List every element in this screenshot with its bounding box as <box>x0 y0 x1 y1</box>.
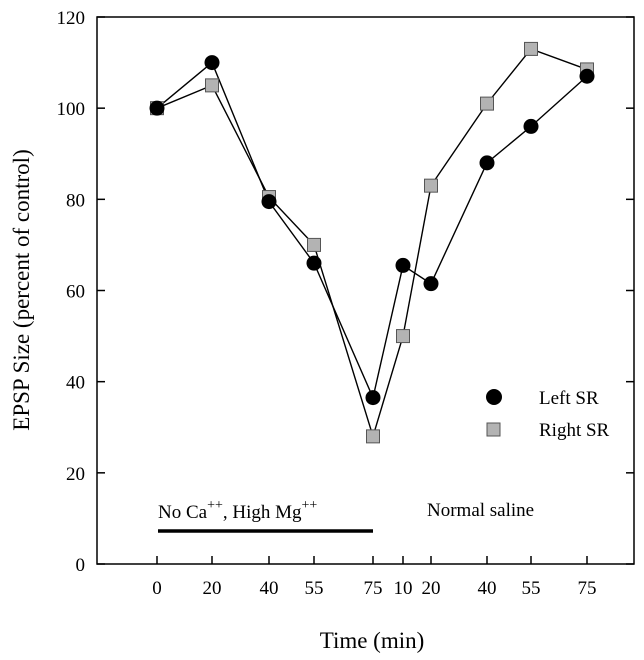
data-point-right-sr <box>366 429 380 444</box>
data-point-right-sr <box>205 78 219 93</box>
series-markers <box>149 41 595 444</box>
x-tick-label: 20 <box>422 578 441 599</box>
data-point-left-sr <box>204 55 220 71</box>
x-tick-label: 0 <box>152 578 162 599</box>
x-tick-label: 20 <box>203 578 222 599</box>
labels: Time (min) EPSP Size (percent of control… <box>9 149 610 653</box>
x-tick-label: 10 <box>394 578 413 599</box>
x-tick-label: 40 <box>260 578 279 599</box>
y-tick-label: 40 <box>66 373 85 394</box>
x-tick-label: 55 <box>305 578 324 599</box>
legend-label-right-sr: Right SR <box>539 420 610 441</box>
data-point-right-sr <box>524 41 538 56</box>
data-point-right-sr <box>307 237 321 252</box>
x-axis-title: Time (min) <box>320 628 425 653</box>
data-point-right-sr <box>480 96 494 111</box>
y-tick-label: 120 <box>57 8 86 29</box>
series-line-right-sr <box>156 48 588 439</box>
y-tick-label: 80 <box>66 190 85 211</box>
data-point-left-sr <box>579 68 595 84</box>
data-point-left-sr <box>395 257 411 273</box>
treatment-annotation: No Ca++, High Mg++ <box>158 498 317 523</box>
data-point-left-sr <box>149 100 165 116</box>
axes: 0 20 40 60 80 100 120 0 20 40 55 75 10 20 40 55 75 <box>57 8 635 599</box>
x-tick-label: 75 <box>578 578 597 599</box>
y-tick-label: 100 <box>57 99 86 120</box>
y-tick-label: 20 <box>66 464 85 485</box>
data-point-left-sr <box>306 255 322 271</box>
data-point-right-sr <box>424 178 438 193</box>
data-point-right-sr <box>396 329 410 344</box>
legend-marker-right-sr <box>486 422 501 437</box>
data-point-left-sr <box>479 155 495 171</box>
legend-label-left-sr: Left SR <box>539 388 599 409</box>
data-point-left-sr <box>523 118 539 134</box>
series-line-left-sr <box>156 61 588 400</box>
x-tick-label: 55 <box>522 578 541 599</box>
y-tick-label: 60 <box>66 282 85 303</box>
data-point-left-sr <box>261 194 277 210</box>
x-tick-label: 40 <box>478 578 497 599</box>
x-tick-label: 75 <box>364 578 383 599</box>
legend-marker-left-sr <box>486 389 502 405</box>
data-point-left-sr <box>365 390 381 406</box>
series-lines <box>156 48 588 439</box>
data-point-left-sr <box>423 276 439 292</box>
recovery-annotation: Normal saline <box>427 500 534 521</box>
y-axis-title: EPSP Size (percent of control) <box>9 149 34 430</box>
y-tick-label: 0 <box>76 555 86 576</box>
